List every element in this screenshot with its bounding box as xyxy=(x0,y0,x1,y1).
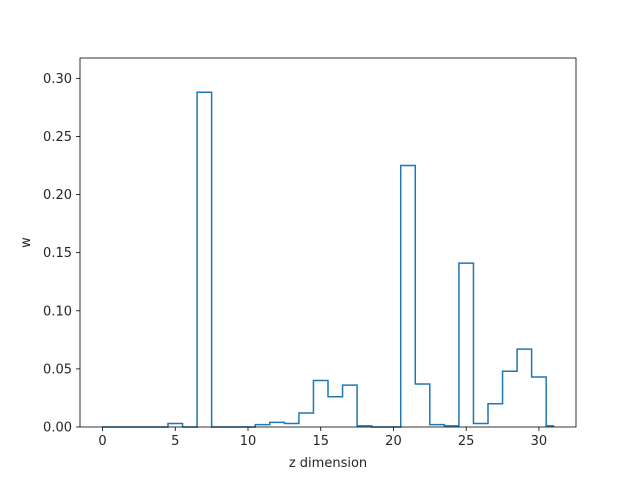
y-tick-label: 0.25 xyxy=(43,130,72,145)
x-tick-label: 5 xyxy=(171,434,179,449)
chart-marks xyxy=(102,91,555,428)
x-tick-label: 15 xyxy=(312,434,329,449)
y-tick-label: 0.00 xyxy=(43,421,72,436)
plot-frame xyxy=(79,57,577,428)
y-tick-label: 0.05 xyxy=(43,362,72,377)
x-tick-label: 10 xyxy=(240,434,257,449)
x-tick-label: 30 xyxy=(531,434,548,449)
x-axis-ticks: 0 5 10 15 20 25 30 xyxy=(98,427,547,449)
x-tick-label: 20 xyxy=(385,434,402,449)
y-tick-label: 0.30 xyxy=(43,72,72,87)
x-tick-label: 0 xyxy=(98,434,106,449)
y-axis-label: w xyxy=(19,237,34,248)
y-tick-label: 0.15 xyxy=(43,246,72,261)
x-tick-label: 25 xyxy=(458,434,475,449)
x-axis-label: z dimension xyxy=(289,456,367,471)
y-axis-ticks: 0.00 0.05 0.10 0.15 0.20 0.25 0.30 xyxy=(43,72,80,436)
y-tick-label: 0.10 xyxy=(43,304,72,319)
y-tick-label: 0.20 xyxy=(43,188,72,203)
step-series-line xyxy=(102,91,555,428)
